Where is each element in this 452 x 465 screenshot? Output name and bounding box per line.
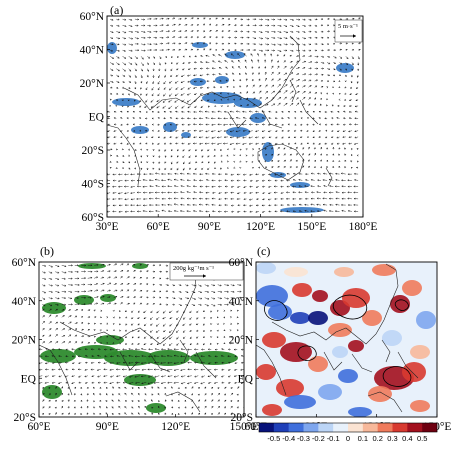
colorbar-segment [303,423,319,432]
panel-c-lat-tick-label: 60°N [229,257,254,269]
panel-c-lat-tick-label: EQ [238,373,254,385]
panel-a-coastlines [107,35,333,187]
colorbar-tick-label: 0.5 [417,434,427,443]
panel-a-lat-tick-label: EQ [89,112,105,124]
panel-a-lat-tick-label: 20°N [80,78,105,90]
panel-b-label: (b) [40,244,54,258]
panel-a-lon-tick-label: 90°E [198,221,221,233]
colorbar-tick-label: -0.4 [282,434,295,443]
colorbar-tick-label: 0.3 [387,434,397,443]
colorbar-segment [348,423,364,432]
colorbar-segment [318,423,334,432]
colorbar-segment [377,423,393,432]
colorbar-tick-label: -0.1 [327,434,340,443]
colorbar-segment [392,423,408,432]
panel-c-lat-tick-label: 20°N [229,335,254,347]
panel-b-lat-tick-label: 20°S [14,412,37,424]
panel-c-lat-tick-label: 20°S [231,412,254,424]
panel-a-lat-tick-label: 40°N [80,45,105,57]
panel-a-label: (a) [110,3,123,17]
panel-a: 5 m·s⁻¹ (a) 60°N 40°N 20°N EQ 20°S 40°S 60°S 3… [80,3,378,233]
colorbar-segment [333,423,349,432]
colorbar-segment [422,423,438,432]
panel-c-lat-ticks: 60°N 40°N 20°N EQ 20°S [229,257,259,424]
panel-a-lat-tick-label: 60°S [82,212,105,224]
panel-a-lon-ticks: 30°E 60°E 90°E 120°E 150°E 180°E [95,214,377,233]
panel-b-lon-tick-label: 60°E [27,421,50,433]
colorbar-tick-label: -0.3 [297,434,310,443]
panel-b-lon-tick-label: 150°E [230,421,259,433]
colorbar-segment [407,423,423,432]
panel-a-lon-tick-label: 150°E [297,221,326,233]
panel-b-ref-arrowhead [203,274,206,278]
panel-c-colorbar [258,422,438,433]
colorbar-segment [362,423,378,432]
panel-b-lon-tick-label: 120°E [161,421,190,433]
panel-a-lat-ticks: 60°N 40°N 20°N EQ 20°S 40°S 60°S [80,11,110,224]
panel-c-contours [264,294,412,387]
panel-b-lat-tick-label: 20°N [12,335,37,347]
panel-b-lat-ticks: 60°N 40°N 20°N EQ 20°S [12,257,42,424]
panel-a-lat-tick-label: 60°N [80,11,105,23]
colorbar-tick-label: 0 [346,434,350,443]
panel-b-coastlines [39,263,217,413]
panel-a-lon-tick-label: 120°E [246,221,275,233]
panel-b-lon-tick-label: 90°E [96,421,119,433]
colorbar-segment [273,423,289,432]
colorbar-segment [288,423,304,432]
colorbar-tick-label: -0.5 [267,434,280,443]
colorbar-segment [259,423,275,432]
panel-a-wind-vectors [107,17,361,213]
colorbar-tick-label: 0.1 [358,434,368,443]
panel-b: 200g kg⁻¹m s⁻¹ (b) 60°N 40°N 20°N EQ 20°S 60… [12,244,259,433]
colorbar-tick-label: -0.2 [312,434,325,443]
panel-c-coastlines [256,263,419,413]
panel-a-lon-tick-label: 30°E [95,221,118,233]
panel-a-lon-tick-label: 60°E [147,221,170,233]
colorbar-tick-label: 0.4 [402,434,412,443]
panel-b-lat-tick-label: 40°N [12,296,37,308]
panel-a-lat-tick-label: 40°S [82,179,105,191]
colorbar-tick-label: 0.2 [372,434,382,443]
panel-b-lat-tick-label: EQ [21,373,37,385]
panel-a-ref-vector-label: 5 m·s⁻¹ [338,23,358,30]
panel-c-label: (c) [257,244,270,258]
panel-b-lat-tick-label: 60°N [12,257,37,269]
panel-b-ref-vector-label: 200g kg⁻¹m s⁻¹ [173,265,214,272]
panel-c-colorbar-ticks: -0.5 -0.4 -0.3 -0.2 -0.1 0 0.1 0.2 0.3 0.4 0.5 [267,434,427,443]
panel-a-lat-tick-label: 20°S [82,145,105,157]
panel-a-lon-tick-label: 180°E [349,221,378,233]
panel-b-lon-ticks: 60°E 90°E 120°E 150°E [27,414,258,433]
panel-c-lat-tick-label: 40°N [229,296,254,308]
panel-a-ref-arrowhead [353,34,356,38]
